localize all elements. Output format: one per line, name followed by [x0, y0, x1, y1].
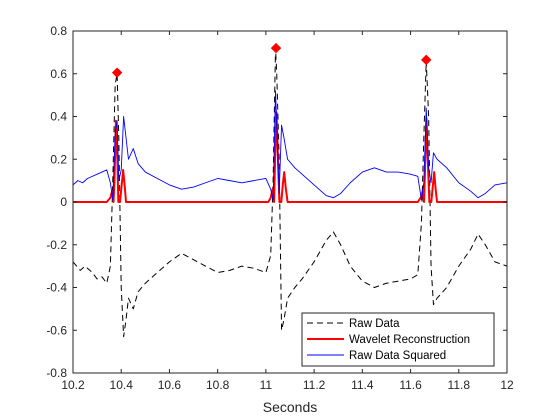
series-layer [73, 47, 507, 338]
y-tick-label: 0.6 [50, 67, 67, 81]
raw-data-line [73, 47, 507, 338]
y-axis: -0.8 -0.6 -0.4 -0.2 0 0.2 0.4 0.6 0.8 [46, 24, 507, 380]
y-tick-label: -0.4 [46, 281, 67, 295]
x-tick-label: 10.8 [206, 378, 230, 392]
legend-label-wavelet-reconstruction: Wavelet Reconstruction [349, 334, 470, 346]
y-tick-label: -0.6 [46, 323, 67, 337]
peak-marker [111, 67, 123, 78]
x-tick-label: 10.4 [110, 378, 134, 392]
x-axis: 10.2 10.4 10.6 10.8 11 11.2 11.4 11.6 11.8 12 [61, 31, 514, 392]
x-tick-label: 11 [260, 378, 273, 392]
x-tick-label: 11.8 [448, 378, 471, 392]
peak-marker [421, 54, 432, 66]
x-tick-label: 10.2 [61, 378, 85, 392]
y-tick-label: 0.2 [50, 152, 67, 166]
legend-label-raw-data-squared: Raw Data Squared [349, 350, 446, 362]
y-tick-label: 0.8 [50, 24, 67, 38]
y-tick-label: 0.4 [50, 110, 67, 124]
y-tick-label: -0.2 [46, 238, 67, 252]
y-tick-label: 0 [60, 195, 67, 209]
raw-data-squared-line [73, 90, 507, 201]
x-tick-label: 11.4 [351, 378, 374, 392]
marker-layer [111, 42, 432, 78]
legend-label-raw-data: Raw Data [349, 318, 400, 330]
y-tick-label: -0.8 [46, 366, 67, 380]
x-tick-label: 12 [500, 378, 514, 392]
peak-marker [270, 42, 282, 54]
x-tick-label: 10.6 [158, 378, 182, 392]
x-axis-title: Seconds [263, 399, 317, 415]
legend: Raw Data Wavelet Reconstruction Raw Data… [301, 312, 495, 367]
x-tick-label: 11.6 [399, 378, 422, 392]
x-tick-label: 11.2 [303, 378, 326, 392]
